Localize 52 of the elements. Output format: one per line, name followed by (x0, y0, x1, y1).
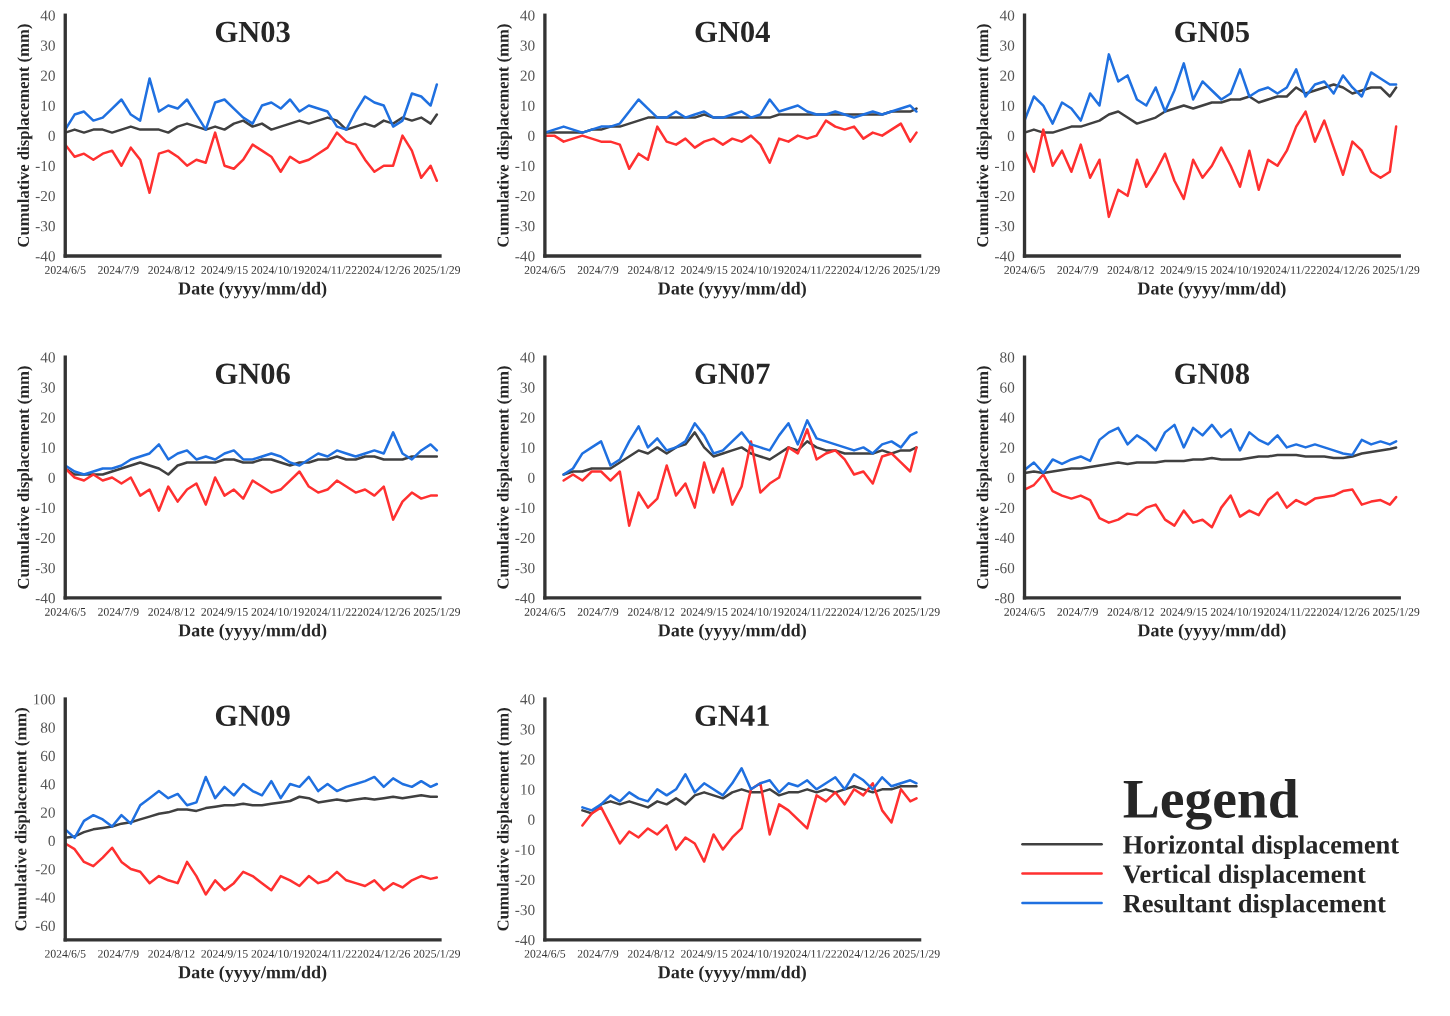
x-axis-title: Date (yyyy/mm/dd) (178, 281, 327, 299)
y-axis-title: Cumulative displacement (mm) (14, 708, 30, 931)
legend-label: Vertical displacement (1123, 864, 1366, 889)
line-series (544, 98, 918, 134)
y-axis-title: Cumulative displacement (mm) (17, 366, 33, 589)
x-axis-title: Date (yyyy/mm/dd) (178, 965, 327, 983)
line-series (65, 794, 439, 840)
line-series (562, 428, 918, 527)
y-axis-title: Cumulative displacement (mm) (496, 366, 513, 589)
line-series (544, 107, 918, 134)
line-series (562, 431, 918, 476)
line-series (65, 77, 439, 131)
chart-title: GN03 (215, 21, 290, 43)
line-series (1024, 446, 1398, 475)
chart-title: GN41 (695, 705, 769, 726)
x-axis-title: Date (yyyy/mm/dd) (1137, 281, 1286, 299)
y-axis-title: Cumulative displacement (mm) (496, 24, 513, 247)
line-series (65, 467, 439, 521)
chart-title: GN06 (215, 363, 290, 385)
line-series (65, 455, 439, 476)
chart-title: GN04 (695, 21, 770, 43)
line-series (562, 419, 918, 476)
line-series (544, 119, 918, 170)
line-series (581, 767, 918, 812)
x-axis-title: Date (yyyy/mm/dd) (658, 281, 806, 299)
x-axis-title: Date (yyyy/mm/dd) (658, 623, 806, 641)
line-series (1024, 423, 1398, 475)
line-series (65, 775, 439, 840)
line-series (65, 842, 439, 896)
line-series (1024, 83, 1398, 134)
line-series (1024, 473, 1398, 529)
x-axis-title: Date (yyyy/mm/dd) (658, 965, 806, 983)
legend-label: Resultant displacement (1123, 893, 1386, 918)
y-axis-title: Cumulative displacement (mm) (17, 24, 33, 247)
chart-title: GN08 (1175, 363, 1250, 385)
y-axis-title: Cumulative displacement (mm) (976, 366, 992, 589)
chart-title: GN09 (215, 705, 290, 726)
y-axis-title: Cumulative displacement (mm) (496, 708, 513, 931)
chart-title: GN07 (695, 363, 770, 385)
x-axis-title: Date (yyyy/mm/dd) (1137, 623, 1286, 641)
line-series (65, 113, 439, 134)
line-series (65, 431, 439, 476)
line-series (581, 782, 918, 863)
legend-label: Horizontal displacement (1123, 835, 1399, 860)
line-series (1024, 53, 1398, 125)
line-series (1024, 110, 1398, 219)
legend-title: Legend (1123, 778, 1299, 830)
chart-title: GN05 (1175, 21, 1249, 43)
y-axis-title: Cumulative displacement (mm) (976, 24, 992, 247)
line-series (65, 131, 439, 195)
x-axis-title: Date (yyyy/mm/dd) (178, 623, 327, 641)
line-series (581, 785, 918, 815)
